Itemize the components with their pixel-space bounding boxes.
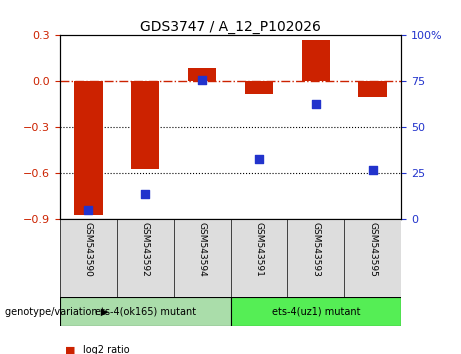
Text: GSM543591: GSM543591 (254, 222, 263, 277)
Point (85, 207, 92, 213)
Bar (358, 81, 387, 97)
Point (142, 191, 149, 196)
Point (312, 101, 319, 106)
Text: log2 ratio: log2 ratio (83, 346, 130, 354)
Text: GSM543590: GSM543590 (84, 222, 93, 277)
Text: GSM543593: GSM543593 (311, 222, 320, 277)
Bar (74, 81, 102, 215)
Bar (188, 68, 216, 81)
Point (198, 77, 206, 82)
Bar (230, 297, 401, 326)
Bar (245, 81, 273, 94)
Text: GSM543592: GSM543592 (141, 222, 150, 276)
Text: ets-4(uz1) mutant: ets-4(uz1) mutant (272, 307, 360, 316)
Bar (60, 297, 230, 326)
Text: GSM543595: GSM543595 (368, 222, 377, 277)
Point (255, 156, 263, 161)
Bar (131, 81, 160, 169)
Text: genotype/variation ▶: genotype/variation ▶ (5, 307, 108, 316)
Text: ets-4(ok165) mutant: ets-4(ok165) mutant (95, 307, 196, 316)
Title: GDS3747 / A_12_P102026: GDS3747 / A_12_P102026 (140, 21, 321, 34)
Text: ■: ■ (65, 346, 75, 354)
Bar (301, 40, 330, 81)
Point (369, 167, 376, 173)
Text: GSM543594: GSM543594 (198, 222, 207, 276)
